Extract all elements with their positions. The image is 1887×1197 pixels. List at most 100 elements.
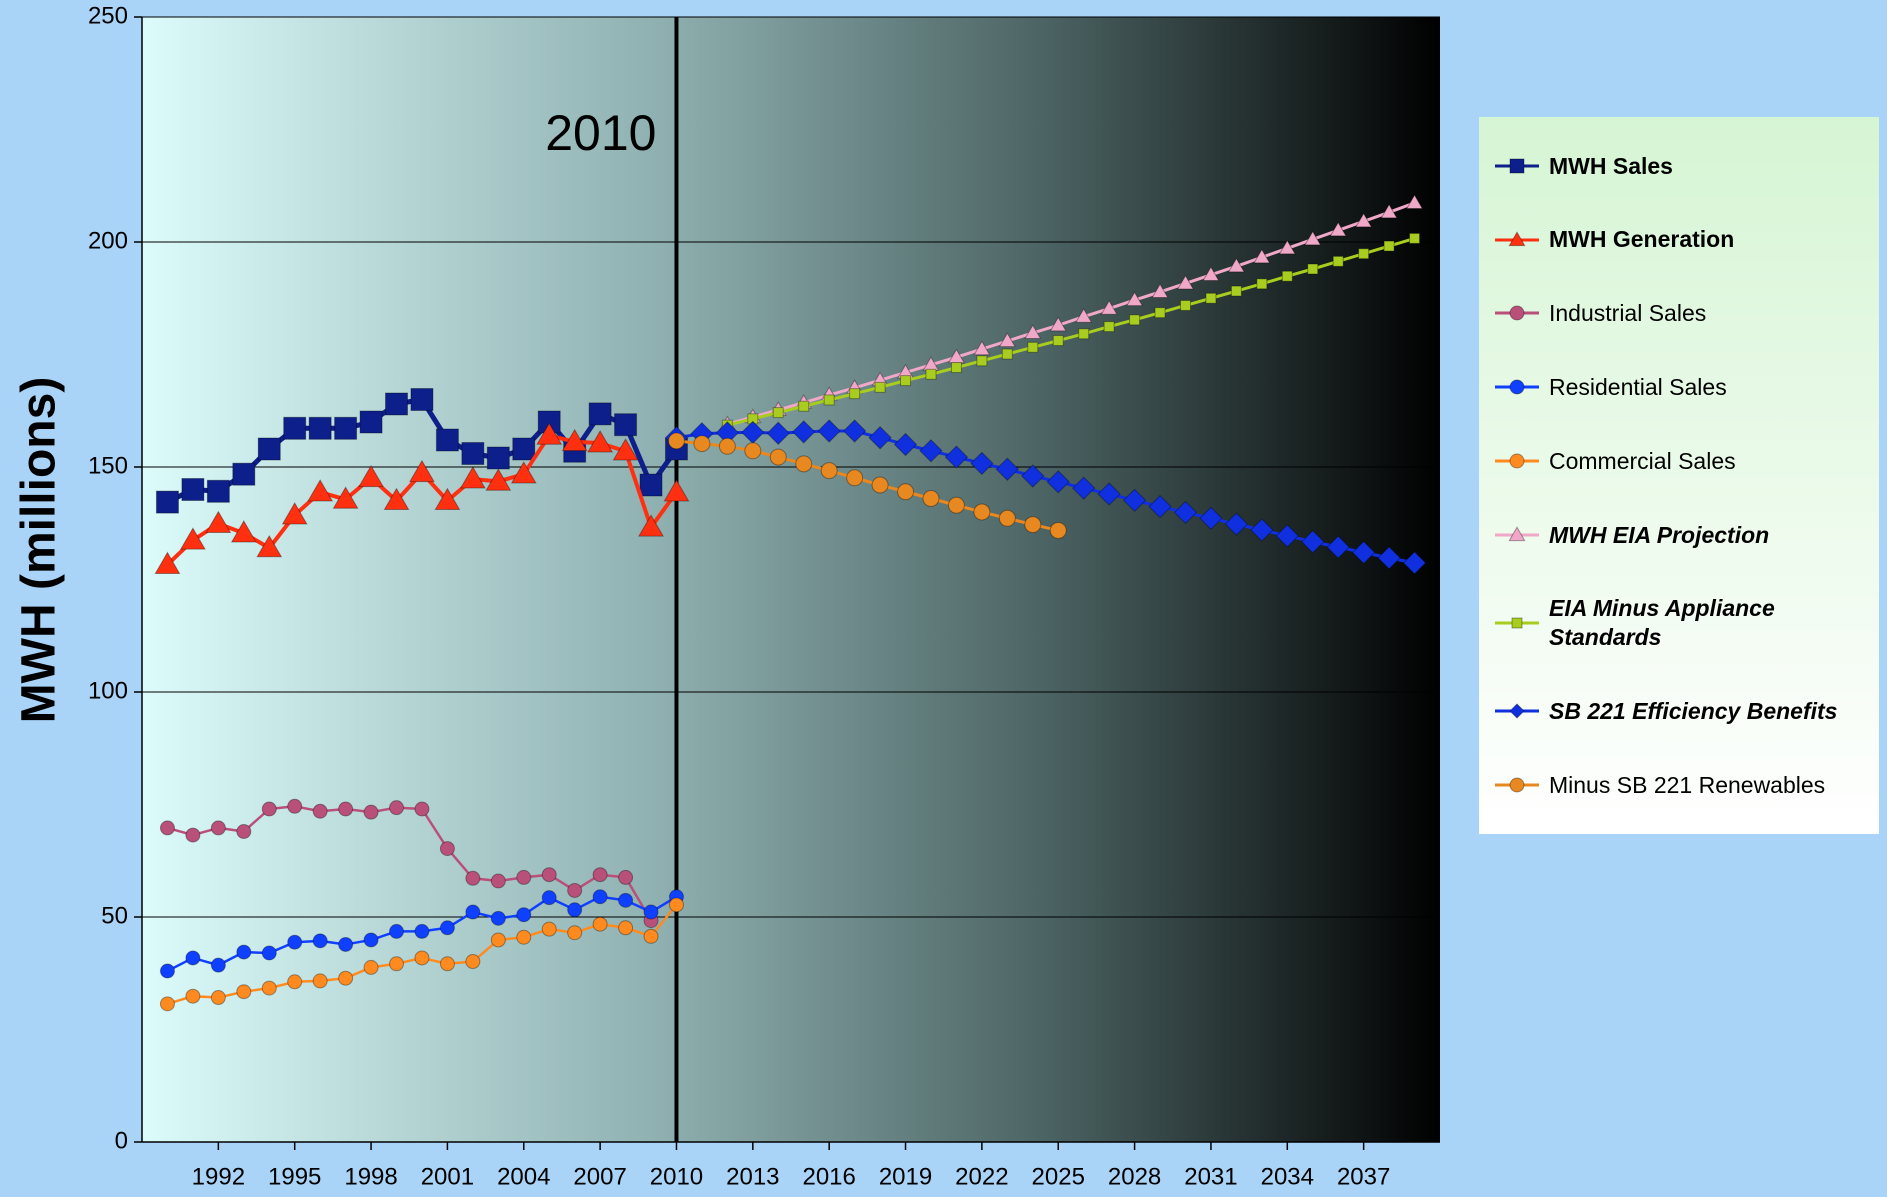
- data-point: [871, 476, 889, 494]
- data-point: [1256, 278, 1268, 290]
- x-tick-label: 2037: [1337, 1163, 1390, 1190]
- data-point: [159, 820, 175, 836]
- data-point: [414, 950, 430, 966]
- annotation-label: 2010: [545, 105, 656, 161]
- data-point: [588, 402, 612, 426]
- data-point: [587, 430, 614, 453]
- data-point: [465, 904, 481, 920]
- data-point: [1122, 488, 1147, 513]
- legend-marker: [1509, 158, 1525, 174]
- data-point: [1151, 283, 1169, 299]
- data-point: [1097, 482, 1121, 506]
- data-point: [944, 445, 969, 469]
- legend-marker: [1508, 526, 1526, 541]
- data-point: [516, 907, 532, 923]
- legend-label: Residential Sales: [1549, 373, 1727, 400]
- data-point: [363, 804, 379, 820]
- data-point: [236, 984, 252, 1000]
- data-point: [338, 936, 354, 952]
- data-point: [486, 446, 510, 470]
- data-point: [410, 388, 434, 411]
- data-point: [1377, 546, 1401, 570]
- legend-swatch: [1495, 305, 1539, 321]
- legend-item: Industrial Sales: [1493, 299, 1865, 328]
- legend-marker: [1509, 453, 1525, 469]
- data-point: [718, 437, 736, 455]
- data-point: [257, 437, 281, 461]
- data-point: [1024, 516, 1042, 534]
- data-point: [970, 451, 994, 476]
- legend-label: MWH Generation: [1549, 226, 1735, 253]
- series-line: [676, 439, 1059, 532]
- data-point: [561, 428, 588, 452]
- legend-marker: [1509, 379, 1525, 395]
- y-axis-label: MWH (millions): [13, 377, 66, 724]
- data-point: [1224, 512, 1249, 536]
- data-point: [363, 959, 379, 975]
- data-point: [236, 944, 252, 960]
- data-point: [159, 963, 175, 979]
- data-point: [205, 510, 232, 533]
- data-point: [461, 442, 485, 465]
- data-point: [206, 479, 230, 503]
- data-point: [490, 910, 506, 926]
- data-point: [338, 801, 354, 817]
- data-point: [973, 340, 991, 356]
- x-tick-label: 2034: [1261, 1163, 1314, 1190]
- data-point: [772, 407, 784, 419]
- data-point: [663, 479, 690, 502]
- x-tick-label: 2007: [573, 1163, 626, 1190]
- legend-label: Industrial Sales: [1549, 300, 1707, 327]
- data-point: [618, 920, 634, 936]
- data-point: [1332, 255, 1344, 267]
- data-point: [283, 416, 307, 440]
- data-point: [950, 362, 962, 374]
- data-point: [823, 394, 835, 406]
- data-point: [1227, 257, 1245, 273]
- x-tick-label: 2013: [726, 1163, 779, 1190]
- data-point: [312, 803, 328, 819]
- legend-label: SB 221 Efficiency Benefits: [1549, 697, 1838, 724]
- data-point: [567, 925, 583, 941]
- data-point: [414, 801, 430, 817]
- legend: MWH Sales MWH Generation Industrial Sales R…: [1479, 117, 1879, 834]
- data-point: [312, 973, 328, 989]
- legend-marker: [1511, 617, 1523, 629]
- x-tick-label: 1992: [192, 1163, 245, 1190]
- data-point: [154, 551, 181, 574]
- data-point: [256, 534, 283, 558]
- legend-swatch: [1495, 617, 1539, 629]
- data-point: [668, 897, 684, 913]
- data-point: [1173, 500, 1198, 525]
- data-point: [1078, 328, 1090, 340]
- x-tick-label: 2004: [497, 1163, 550, 1190]
- y-tick-label: 0: [115, 1127, 128, 1154]
- data-point: [592, 916, 608, 932]
- legend-item: SB 221 Efficiency Benefits: [1493, 697, 1865, 726]
- data-point: [639, 473, 663, 497]
- data-point: [1103, 321, 1115, 333]
- data-point: [1075, 308, 1093, 323]
- data-point: [155, 490, 179, 514]
- data-point: [312, 933, 328, 949]
- data-point: [1278, 239, 1296, 255]
- x-tick-label: 1995: [268, 1163, 321, 1190]
- data-point: [210, 990, 226, 1006]
- data-point: [287, 934, 303, 950]
- y-tick-label: 250: [88, 2, 128, 29]
- legend-item: MWH EIA Projection: [1493, 521, 1865, 550]
- data-point: [439, 841, 455, 857]
- data-point: [1250, 518, 1274, 542]
- data-point: [210, 957, 226, 973]
- data-point: [1329, 221, 1347, 237]
- x-tick-label: 2010: [650, 1163, 703, 1190]
- data-point: [385, 392, 409, 416]
- data-point: [1176, 274, 1195, 290]
- data-point: [592, 889, 608, 905]
- data-point: [541, 921, 557, 937]
- data-point: [919, 439, 943, 463]
- legend-swatch: [1495, 379, 1539, 395]
- data-point: [1024, 324, 1042, 339]
- data-point: [516, 929, 532, 945]
- data-point: [1402, 551, 1427, 575]
